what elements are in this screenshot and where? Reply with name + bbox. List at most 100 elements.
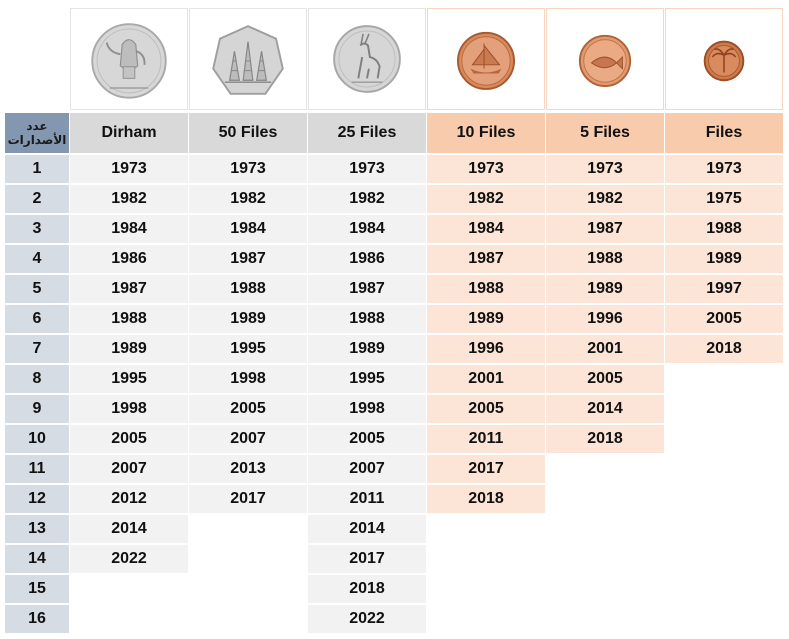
issue-number-cell: 7: [5, 335, 69, 363]
year-cell: 1988: [665, 215, 783, 243]
issue-number-cell: 11: [5, 455, 69, 483]
coin-image-cell: [427, 8, 545, 110]
50-fils-coin-oil-derricks-icon: [212, 25, 284, 95]
year-cell: 2005: [546, 365, 664, 393]
year-cell: 1988: [189, 275, 307, 303]
year-cell: 1998: [189, 365, 307, 393]
year-cell: 1996: [546, 305, 664, 333]
dirham-coin-dallah-icon: [91, 23, 167, 99]
year-cell: 1975: [665, 185, 783, 213]
year-cell: 1984: [189, 215, 307, 243]
year-cell: 2017: [427, 455, 545, 483]
year-cell: 2017: [308, 545, 426, 573]
year-cell: 1988: [546, 245, 664, 273]
year-cell: 1973: [308, 155, 426, 183]
year-cell: 1973: [546, 155, 664, 183]
year-cell: 2011: [427, 425, 545, 453]
year-cell: 2022: [308, 605, 426, 633]
year-cell: 1995: [189, 335, 307, 363]
year-cell: 1973: [70, 155, 188, 183]
year-cell: 1986: [308, 245, 426, 273]
year-cell: 2018: [546, 425, 664, 453]
year-cell: 2007: [189, 425, 307, 453]
year-cell: 2007: [70, 455, 188, 483]
issue-number-cell: 16: [5, 605, 69, 633]
column-header: 10 Files: [427, 113, 545, 153]
year-cell: 2014: [308, 515, 426, 543]
year-cell: 2013: [189, 455, 307, 483]
year-cell: 2018: [308, 575, 426, 603]
year-cell: 2005: [427, 395, 545, 423]
year-cell: 1984: [427, 215, 545, 243]
issue-number-cell: 5: [5, 275, 69, 303]
column-header: 25 Files: [308, 113, 426, 153]
year-cell: 1998: [70, 395, 188, 423]
year-cell: 1982: [308, 185, 426, 213]
issue-number-cell: 6: [5, 305, 69, 333]
column-header: Files: [665, 113, 783, 153]
year-cell: 1988: [427, 275, 545, 303]
column-header: 5 Files: [546, 113, 664, 153]
year-cell: 2005: [665, 305, 783, 333]
year-cell: 1986: [70, 245, 188, 273]
year-cell: 1995: [308, 365, 426, 393]
year-cell: 2017: [189, 485, 307, 513]
issue-number-cell: 13: [5, 515, 69, 543]
year-cell: 1973: [665, 155, 783, 183]
year-cell: 2018: [427, 485, 545, 513]
year-cell: 1987: [308, 275, 426, 303]
year-cell: 1989: [546, 275, 664, 303]
issue-number-cell: 10: [5, 425, 69, 453]
year-cell: 1996: [427, 335, 545, 363]
issue-number-cell: 4: [5, 245, 69, 273]
year-cell: 2001: [427, 365, 545, 393]
year-cell: 1988: [70, 305, 188, 333]
year-cell: 1989: [70, 335, 188, 363]
year-cell: 1973: [427, 155, 545, 183]
year-cell: 1997: [665, 275, 783, 303]
year-cell: 2014: [546, 395, 664, 423]
coin-image-cell: [665, 8, 783, 110]
issue-number-cell: 15: [5, 575, 69, 603]
issue-number-cell: 9: [5, 395, 69, 423]
year-cell: 1982: [189, 185, 307, 213]
year-cell: 2022: [70, 545, 188, 573]
25-fils-coin-gazelle-icon: [333, 25, 401, 93]
year-cell: 1982: [427, 185, 545, 213]
year-cell: 1987: [427, 245, 545, 273]
issue-count-header: عدد الأصدارات: [5, 113, 69, 153]
year-cell: 2014: [70, 515, 188, 543]
issue-count-header-line: الأصدارات: [7, 133, 67, 147]
year-cell: 2001: [546, 335, 664, 363]
5-fils-coin-fish-icon: [578, 34, 632, 88]
year-cell: 1989: [308, 335, 426, 363]
year-cell: 2018: [665, 335, 783, 363]
year-cell: 1984: [308, 215, 426, 243]
issue-number-cell: 8: [5, 365, 69, 393]
10-fils-coin-dhow-icon: [457, 31, 515, 90]
issue-number-cell: 3: [5, 215, 69, 243]
issue-number-cell: 2: [5, 185, 69, 213]
year-cell: 1988: [308, 305, 426, 333]
year-cell: 1998: [308, 395, 426, 423]
column-header: Dirham: [70, 113, 188, 153]
year-cell: 1982: [546, 185, 664, 213]
coin-image-cell: [70, 8, 188, 110]
year-cell: 2005: [189, 395, 307, 423]
year-cell: 2011: [308, 485, 426, 513]
year-cell: 2007: [308, 455, 426, 483]
coin-image-cell: [189, 8, 307, 110]
year-cell: 2005: [308, 425, 426, 453]
year-cell: 1987: [70, 275, 188, 303]
year-cell: 1982: [70, 185, 188, 213]
year-cell: 2005: [70, 425, 188, 453]
year-cell: 1987: [546, 215, 664, 243]
year-cell: 1973: [189, 155, 307, 183]
year-cell: 1995: [70, 365, 188, 393]
issue-count-header-line: عدد: [26, 119, 48, 133]
year-cell: 1989: [427, 305, 545, 333]
issue-number-cell: 14: [5, 545, 69, 573]
year-cell: 1987: [189, 245, 307, 273]
column-header: 50 Files: [189, 113, 307, 153]
